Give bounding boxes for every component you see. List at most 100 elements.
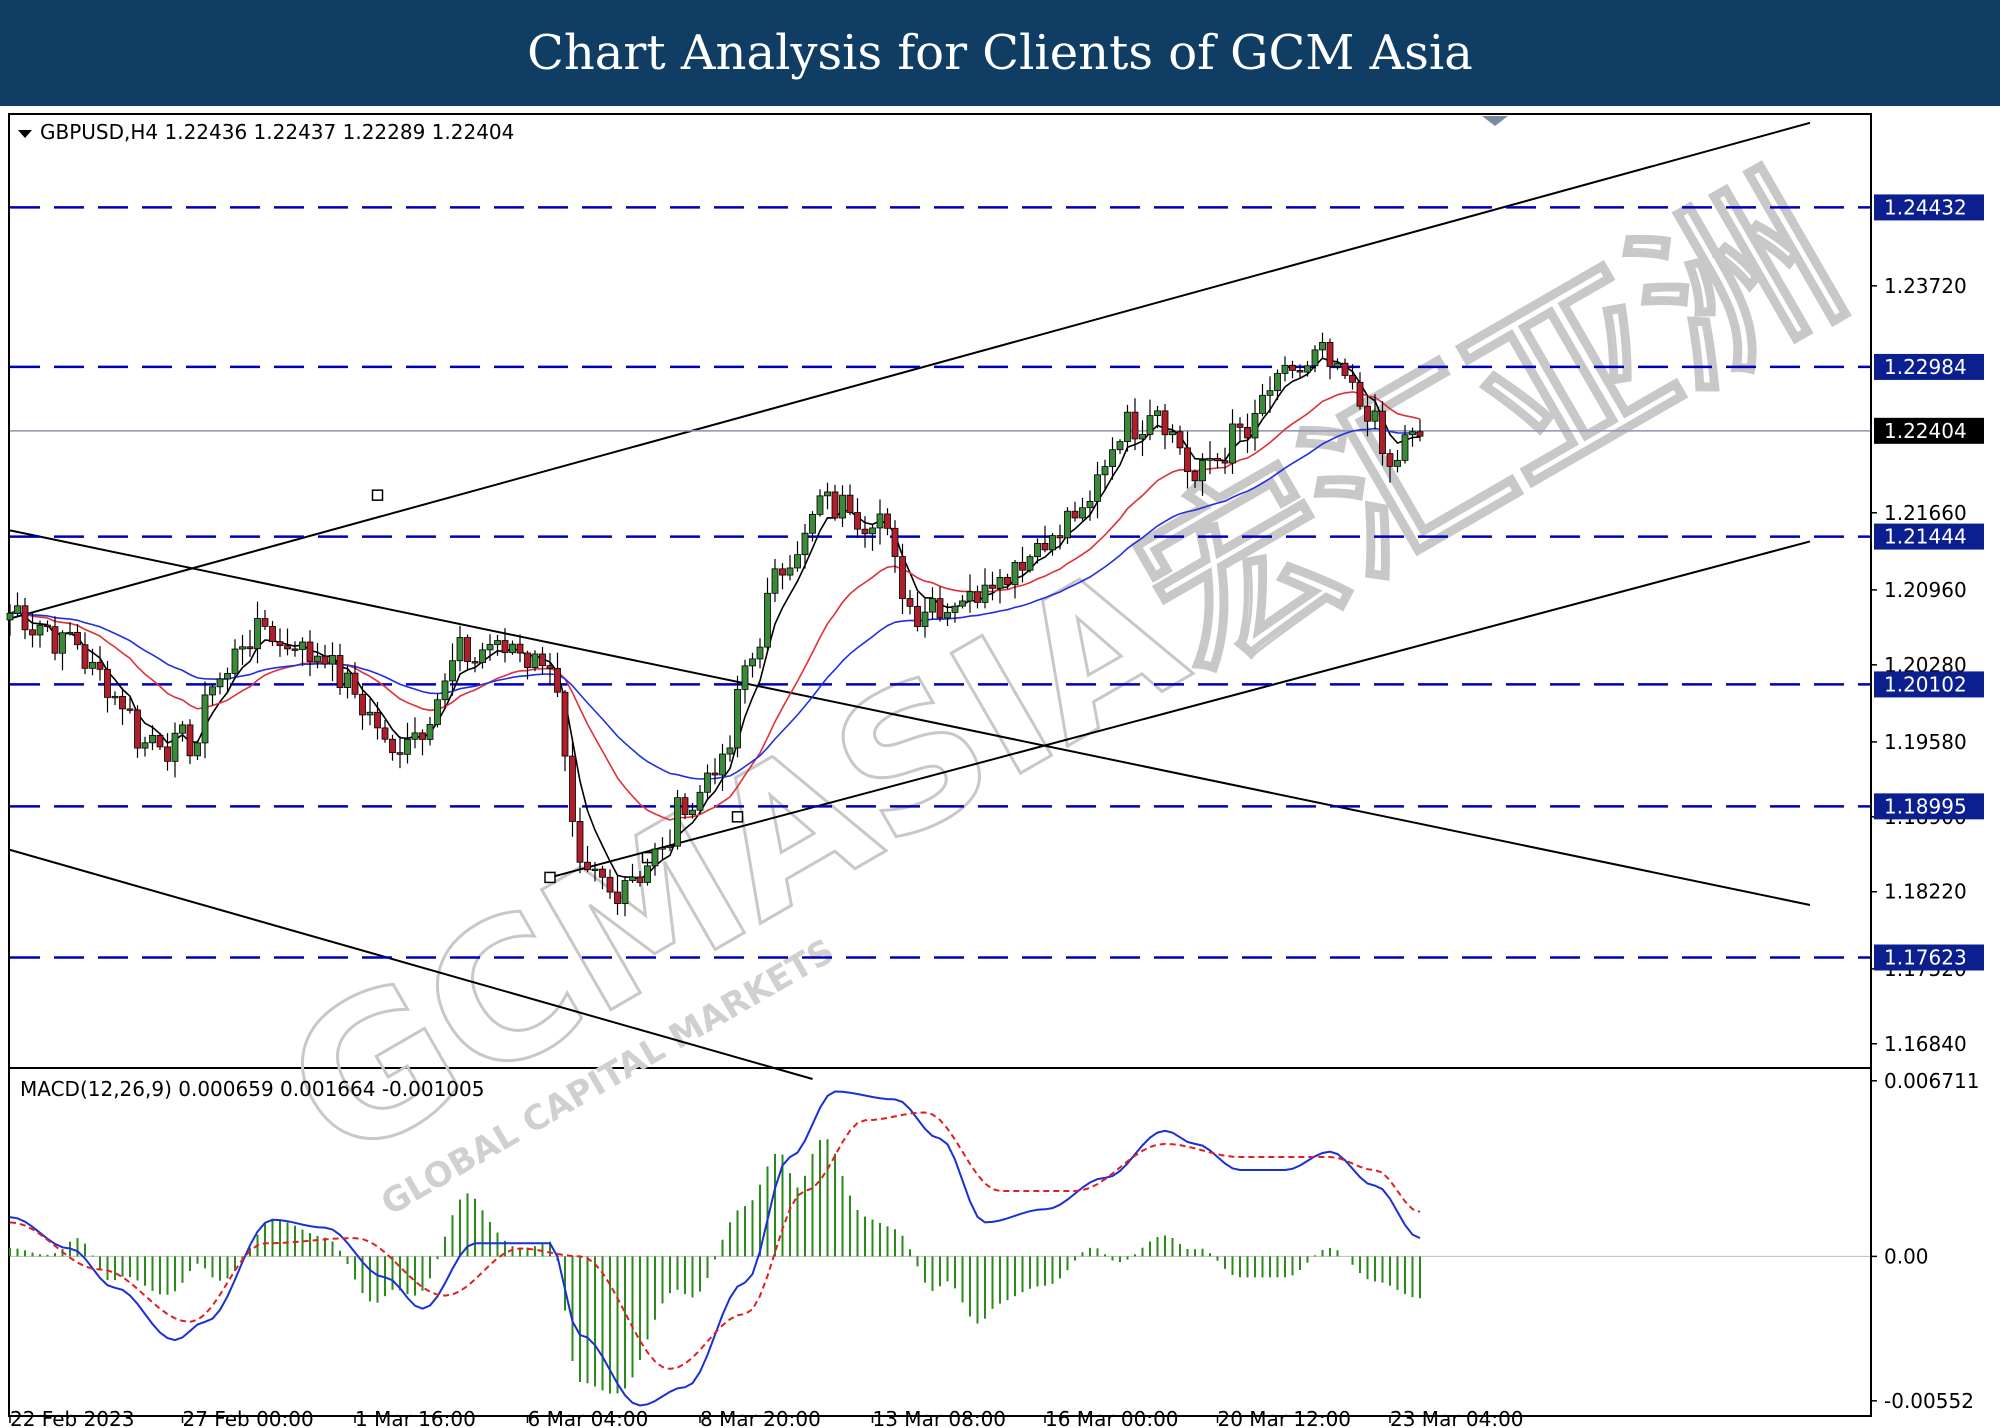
candle-bull <box>929 598 936 613</box>
candle-bear <box>164 746 171 762</box>
candle-bull <box>749 658 756 667</box>
candle-bear <box>464 637 471 662</box>
candle-bull <box>1079 507 1086 519</box>
x-tick-label: 1 Mar 16:00 <box>355 1407 476 1428</box>
candle-bull <box>531 653 539 669</box>
candle-bear <box>1056 535 1064 539</box>
candle-bull <box>1026 556 1034 571</box>
candle-bull <box>179 724 186 734</box>
candle-bull <box>216 678 224 688</box>
candle-bear <box>21 605 29 631</box>
candle-bull <box>1206 458 1214 461</box>
candle-bear <box>1356 381 1364 407</box>
candle-bull <box>959 600 966 607</box>
candle-bear <box>351 672 359 695</box>
candle-bull <box>1409 431 1416 436</box>
candle-bear <box>861 528 869 535</box>
candle-bear <box>186 724 194 757</box>
candle-bear <box>51 626 59 654</box>
candle-bull <box>666 845 674 849</box>
collapse-triangle-icon[interactable] <box>18 130 32 138</box>
candle-bull <box>726 747 734 755</box>
candle-bear <box>104 668 111 698</box>
candle-bull <box>486 644 494 651</box>
candle-bear <box>1221 460 1229 464</box>
level-tag <box>1874 523 1984 550</box>
level-tag <box>1874 793 1984 820</box>
candle-bear <box>389 738 396 754</box>
candle-bear <box>554 667 561 693</box>
candle-bull <box>1311 349 1319 367</box>
candle-bear <box>1364 405 1371 422</box>
candle-bear <box>269 626 276 643</box>
candle-bull <box>1011 561 1019 586</box>
axes: 1.237201.216601.209601.202801.195801.189… <box>9 274 1979 1428</box>
y-tick-label: 1.23720 <box>1884 274 1967 298</box>
trend-line <box>9 529 1811 906</box>
x-tick-label: 22 Feb 2023 <box>10 1407 134 1428</box>
macd-signal-line <box>9 1111 1421 1370</box>
x-tick-label: 27 Feb 00:00 <box>183 1407 314 1428</box>
candle-bear <box>96 661 104 670</box>
candle-bull <box>1154 410 1161 417</box>
level-tag <box>1874 944 1984 971</box>
candle-bull <box>1371 410 1379 422</box>
candle-bear <box>336 655 344 688</box>
candle-bear <box>396 752 404 755</box>
macd-y-tick-label: 0.006711 <box>1884 1069 1979 1093</box>
macd-panel <box>8 1067 1872 1417</box>
shift-marker-icon[interactable] <box>1482 116 1508 126</box>
candle-bull <box>1394 459 1401 467</box>
candle-bear <box>306 641 314 663</box>
candle-bull <box>1086 500 1094 509</box>
candle-bear <box>1214 458 1221 462</box>
candle-bull <box>479 649 486 664</box>
level-tag-label: 1.22984 <box>1884 355 1967 379</box>
candle-bull <box>456 637 464 662</box>
candle-bear <box>471 661 479 664</box>
candle-bear <box>1244 426 1251 439</box>
candle-bull <box>366 711 374 716</box>
candle-bear <box>321 655 329 665</box>
trend-line <box>9 848 813 1080</box>
candle-bull <box>59 632 66 654</box>
candle-bull <box>404 738 411 755</box>
candle-bull <box>996 576 1004 589</box>
candle-bull <box>231 648 239 674</box>
banner <box>0 0 2000 106</box>
candle-bear <box>681 797 689 816</box>
candle-bear <box>501 640 509 654</box>
candle-bear <box>599 868 606 878</box>
trend-anchor-handle <box>731 811 744 823</box>
candle-bull <box>1334 362 1341 367</box>
candle-bull <box>1274 372 1281 392</box>
candle-bear <box>1326 341 1334 367</box>
candle-bull <box>944 612 951 619</box>
candle-bull <box>89 661 96 669</box>
candle-bear <box>44 624 51 628</box>
candle-bull <box>809 513 816 534</box>
current-price-tag <box>1874 417 1984 444</box>
candle-bull <box>1064 510 1071 539</box>
candle-bull <box>786 567 794 576</box>
candle-bull <box>621 880 629 904</box>
candle-bull <box>1139 434 1146 440</box>
candle-bull <box>629 876 636 881</box>
candle-bull <box>704 772 711 793</box>
level-tag-label: 1.21444 <box>1884 525 1967 549</box>
candle-bull <box>824 491 831 497</box>
x-tick-label: 23 Mar 04:00 <box>1390 1407 1524 1428</box>
candle-bull <box>14 605 21 614</box>
candle-bear <box>1236 423 1244 428</box>
candle-bear <box>524 652 531 669</box>
candle-bear <box>846 494 854 513</box>
candle-bear <box>1191 471 1199 482</box>
candle-bear <box>606 876 614 893</box>
candle-bear <box>914 605 921 627</box>
candle-bear <box>81 644 89 669</box>
candle-bear <box>1386 453 1394 467</box>
candle-bear <box>1296 370 1304 373</box>
macd-y-tick-label: -0.00552 <box>1884 1389 1974 1413</box>
candle-bear <box>134 709 141 749</box>
candle-bull <box>314 655 321 663</box>
